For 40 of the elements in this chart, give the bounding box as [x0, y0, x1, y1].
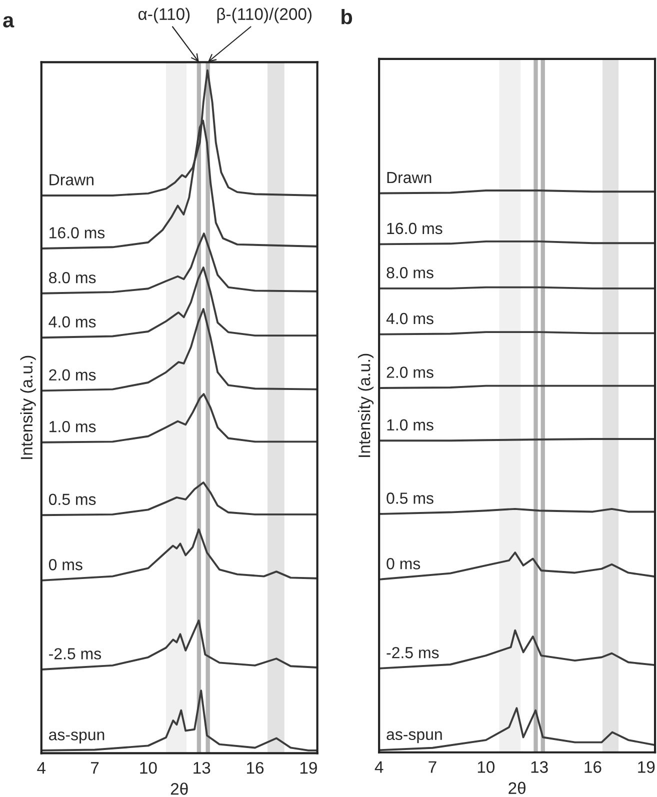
- x-axis-title: 2θ: [170, 782, 188, 795]
- series-label: Drawn: [387, 172, 432, 184]
- x-tick-label: 13: [194, 762, 210, 774]
- series-label: -2.5 ms: [386, 647, 439, 658]
- x-tick-label: 16: [247, 762, 264, 774]
- series-label: as-spun: [386, 731, 442, 744]
- x-tick-label: 19: [300, 762, 317, 774]
- series-label: 8.0 ms: [386, 267, 434, 278]
- x-tick-label: 4: [374, 761, 384, 773]
- series-label: 0.5 ms: [386, 492, 434, 504]
- series-label: 16.0 ms: [387, 222, 442, 234]
- x-tick-label: 10: [478, 761, 495, 773]
- x-tick-label: 10: [140, 762, 157, 774]
- series-label: 0.5 ms: [48, 494, 96, 506]
- series-label: 1.0 ms: [387, 419, 434, 431]
- chart-title: a: [3, 16, 14, 28]
- series-label: 16.0 ms: [50, 227, 105, 238]
- y-axis-title: Intensity (a.u.): [358, 354, 374, 457]
- ref-line-label: β-(110)/(200): [217, 8, 312, 24]
- series-label: 1.0 ms: [50, 420, 96, 432]
- series-label: 4.0 ms: [386, 312, 434, 324]
- x-tick-label: 13: [531, 761, 548, 773]
- x-tick-label: 16: [584, 761, 602, 773]
- series-label: Drawn: [50, 174, 94, 186]
- series-label: -2.5 ms: [49, 648, 102, 660]
- ref-line-label: α-(110): [138, 8, 190, 24]
- chart-title: b: [342, 9, 352, 24]
- x-axis-title: 2θ: [508, 782, 526, 794]
- series-label: 0 ms: [48, 559, 82, 570]
- series-label: 0 ms: [386, 558, 420, 570]
- x-tick-label: 7: [91, 762, 99, 774]
- series-label: 4.0 ms: [48, 316, 96, 328]
- y-axis-title: Intensity (a.u.): [20, 356, 36, 459]
- x-tick-label: 4: [37, 762, 46, 774]
- series-label: 2.0 ms: [49, 369, 96, 381]
- x-tick-label: 7: [428, 761, 436, 773]
- series-label: 8.0 ms: [49, 272, 96, 284]
- series-label: 2.0 ms: [386, 366, 434, 378]
- x-tick-label: 19: [638, 761, 655, 773]
- series-label: as-spun: [49, 732, 104, 744]
